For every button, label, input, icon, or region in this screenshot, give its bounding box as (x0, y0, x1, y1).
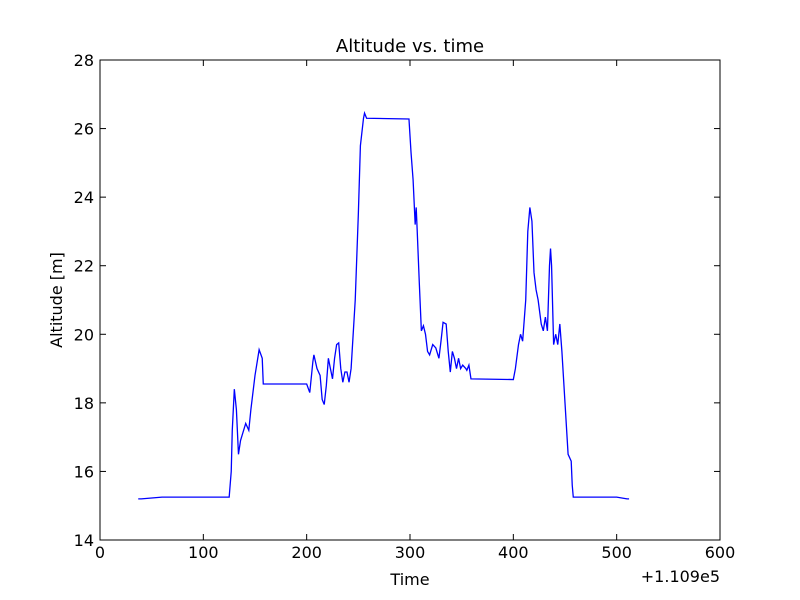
chart-title: Altitude vs. time (336, 36, 484, 57)
y-axis-label: Altitude [m] (47, 252, 66, 348)
x-tick-label: 100 (188, 543, 219, 562)
x-tick-label: 500 (601, 543, 632, 562)
x-tick-label: 0 (95, 543, 105, 562)
y-tick-label: 18 (74, 394, 94, 413)
x-tick-label: 600 (705, 543, 736, 562)
y-tick-label: 20 (74, 325, 94, 344)
plot-frame (99, 59, 721, 541)
y-tick-label: 16 (74, 462, 94, 481)
x-tick-label: 200 (291, 543, 322, 562)
y-tick-label: 24 (74, 188, 94, 207)
y-tick-label: 22 (74, 257, 94, 276)
y-tick-label: 26 (74, 120, 94, 139)
x-axis-label: Time (389, 570, 429, 589)
y-tick-label: 28 (74, 51, 94, 70)
y-tick-label: 14 (74, 531, 94, 550)
x-tick-label: 300 (395, 543, 426, 562)
x-tick-label: 400 (498, 543, 529, 562)
x-offset-label: +1.109e5 (641, 567, 720, 586)
altitude-line (138, 110, 630, 500)
